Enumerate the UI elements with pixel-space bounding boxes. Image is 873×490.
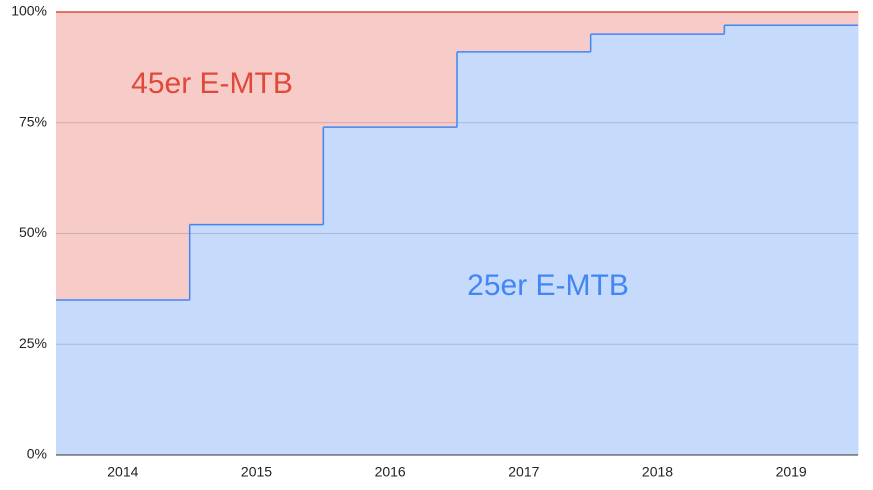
area-segment <box>724 12 859 26</box>
x-tick-label: 2017 <box>508 464 539 480</box>
x-tick-label: 2015 <box>241 464 272 480</box>
area-segment <box>56 12 191 300</box>
area-segment <box>590 34 725 456</box>
x-tick-label: 2014 <box>107 464 138 480</box>
area-segment <box>590 12 725 35</box>
series-label: 45er E-MTB <box>131 67 293 100</box>
area-segment <box>323 127 458 456</box>
area-segment <box>457 12 592 52</box>
y-tick-label: 25% <box>19 335 47 351</box>
x-tick-label: 2019 <box>776 464 807 480</box>
area-segment <box>189 224 324 455</box>
area-segment <box>457 51 592 456</box>
y-tick-label: 100% <box>11 3 47 19</box>
area-segment <box>323 12 458 128</box>
series-label: 25er E-MTB <box>467 269 629 302</box>
y-tick-label: 50% <box>19 224 47 240</box>
area-segment <box>724 25 859 455</box>
y-tick-label: 75% <box>19 113 47 129</box>
x-tick-label: 2016 <box>375 464 406 480</box>
area-segment <box>56 299 191 455</box>
area-segment <box>189 12 324 225</box>
y-tick-label: 0% <box>27 446 47 462</box>
x-tick-label: 2018 <box>642 464 673 480</box>
